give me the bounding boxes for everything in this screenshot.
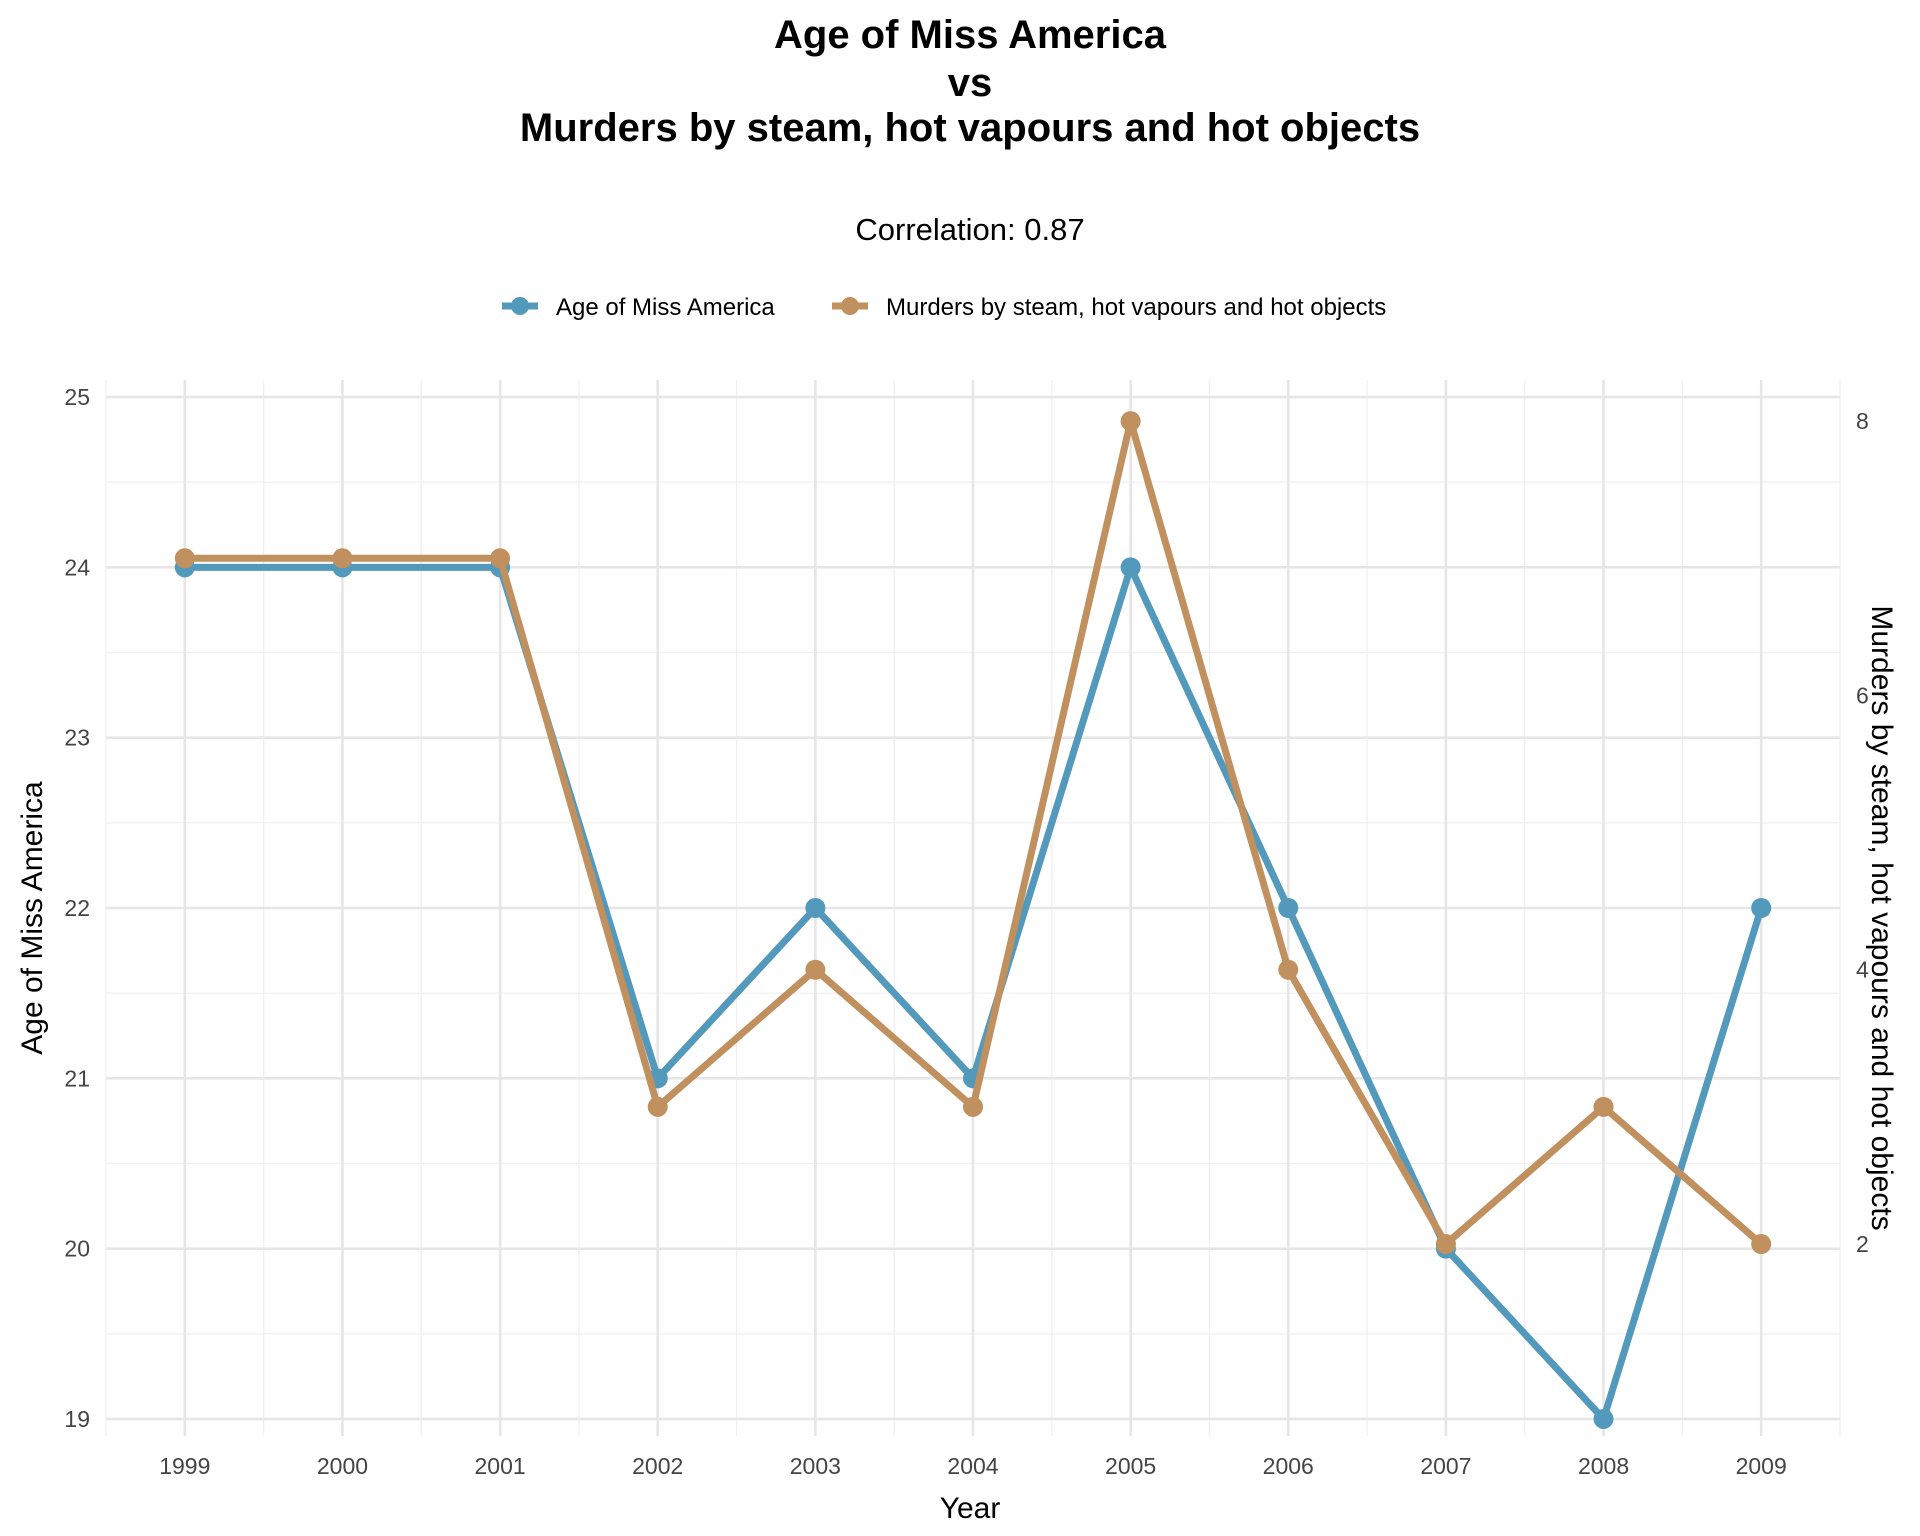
x-tick-label: 2004 [947, 1453, 998, 1479]
y-left-tick-label: 21 [64, 1065, 90, 1091]
series-1-point [805, 959, 826, 980]
x-tick-label: 2007 [1420, 1453, 1471, 1479]
series-1-point [174, 548, 195, 569]
x-tick-label: 1999 [159, 1453, 210, 1479]
series-1-point [647, 1096, 668, 1117]
series-0-point [1120, 557, 1141, 578]
series-1-point [490, 548, 511, 569]
y-axis-right-title: Murders by steam, hot vapours and hot ob… [1865, 605, 1898, 1230]
chart-subtitle: Correlation: 0.87 [855, 212, 1084, 247]
y-right-tick-label: 6 [1856, 682, 1869, 708]
x-axis-title: Year [940, 1492, 1001, 1525]
series-0-point [1751, 898, 1772, 918]
legend-swatch-marker-age [511, 297, 529, 315]
x-tick-label: 2009 [1736, 1453, 1787, 1479]
series-0-point [805, 898, 826, 918]
series-1-point [1751, 1234, 1772, 1254]
x-tick-label: 2002 [632, 1453, 683, 1479]
x-tick-label: 2006 [1263, 1453, 1314, 1479]
x-tick-label: 2008 [1578, 1453, 1629, 1479]
y-right-tick-label: 8 [1856, 408, 1869, 434]
y-left-tick-label: 24 [64, 554, 90, 580]
series-1-point [1593, 1096, 1614, 1117]
x-tick-label: 2003 [790, 1453, 841, 1479]
series-1-point [1278, 959, 1299, 980]
series-0-point [1278, 898, 1299, 918]
legend-label-age: Age of Miss America [556, 294, 775, 321]
y-left-tick-label: 25 [64, 384, 90, 410]
series-1-point [1435, 1234, 1456, 1254]
grid [105, 380, 1841, 1436]
y-axis-left-title: Age of Miss America [16, 781, 49, 1055]
x-tick-label: 2005 [1105, 1453, 1156, 1479]
legend: Age of Miss America Murders by steam, ho… [502, 294, 1386, 321]
y-left-tick-label: 20 [64, 1236, 90, 1262]
x-tick-label: 2001 [475, 1453, 526, 1479]
y-left-tick-label: 22 [64, 895, 90, 921]
y-left-tick-label: 19 [64, 1406, 90, 1432]
series-1-point [963, 1096, 983, 1117]
y-right-tick-label: 2 [1856, 1231, 1869, 1257]
series-layer [174, 411, 1772, 1429]
legend-label-murders: Murders by steam, hot vapours and hot ob… [886, 294, 1386, 321]
chart-title-line-3: Murders by steam, hot vapours and hot ob… [520, 106, 1420, 150]
chart-title-line-1: Age of Miss America [774, 13, 1167, 57]
y-right-tick-label: 4 [1856, 957, 1869, 983]
x-tick-label: 2000 [317, 1453, 368, 1479]
series-0-point [1593, 1408, 1614, 1429]
chart-title-line-2: vs [948, 61, 993, 105]
series-1-point [332, 548, 353, 569]
y-left-tick-label: 23 [64, 725, 90, 751]
legend-swatch-marker-murders [841, 297, 859, 315]
series-1-point [1120, 411, 1141, 432]
